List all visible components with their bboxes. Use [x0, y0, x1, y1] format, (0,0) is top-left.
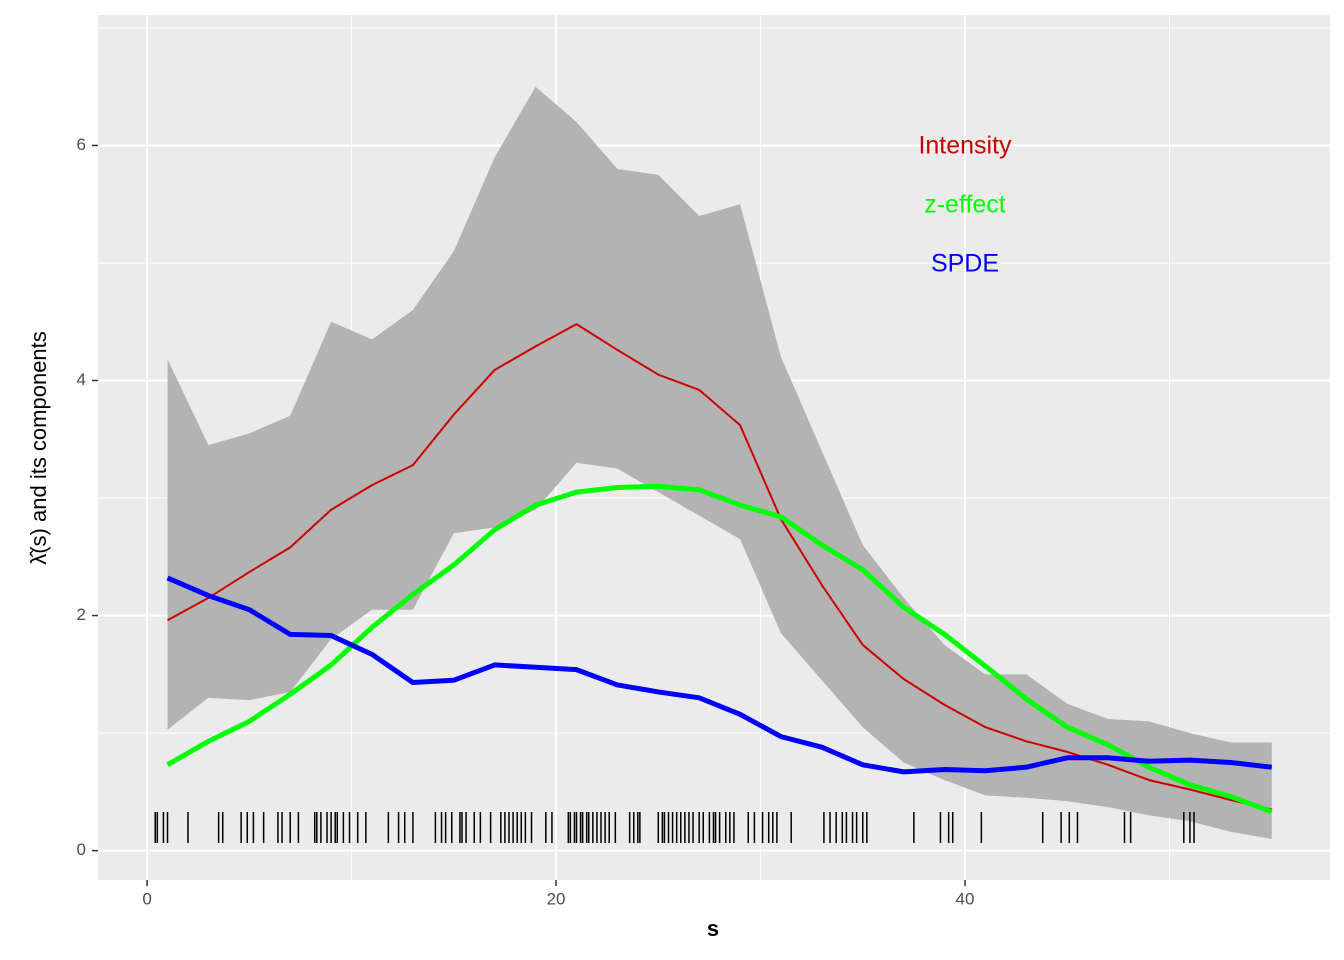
y-tick-label: 6 [77, 135, 86, 154]
series-line [166, 575, 1273, 775]
x-tick-label: 20 [547, 889, 566, 908]
confidence-band [167, 86, 1272, 839]
x-tick-label: 40 [956, 889, 975, 908]
x-axis-label: s [707, 916, 719, 941]
y-tick-label: 0 [77, 840, 86, 859]
x-tick-label: 0 [142, 889, 151, 908]
y-tick-label: 4 [77, 370, 86, 389]
y-axis-label: λ̂(s) and its components [26, 331, 51, 565]
legend-label: SPDE [931, 250, 999, 278]
y-tick-label: 2 [77, 605, 86, 624]
legend-label: z-effect [924, 191, 1006, 219]
legend-label: Intensity [918, 132, 1012, 160]
